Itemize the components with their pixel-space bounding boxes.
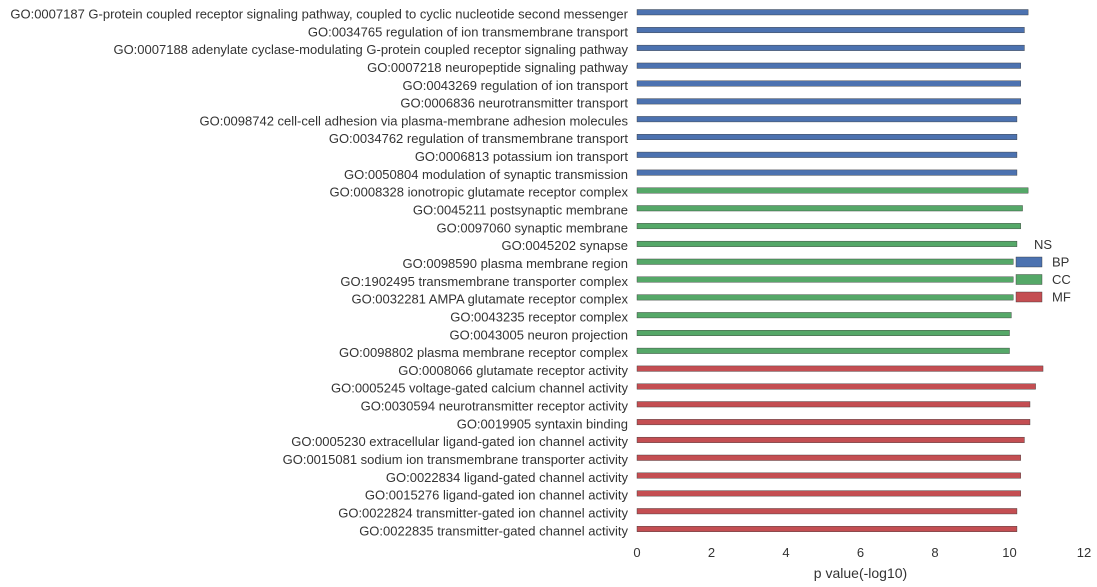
bar-bp: [636, 44, 1025, 51]
bar-cc: [636, 312, 1012, 319]
x-tick-label: 0: [633, 545, 640, 560]
category-label: GO:0034762 regulation of transmembrane t…: [329, 131, 629, 146]
bar-mf: [636, 365, 1044, 372]
bar-bp: [636, 134, 1018, 140]
bar-mf: [636, 526, 1018, 532]
bar-cc: [636, 276, 1014, 283]
x-tick-label: 8: [931, 545, 938, 560]
category-label: GO:0005230 extracellular ligand-gated io…: [291, 434, 628, 449]
bar-mf: [636, 508, 1018, 515]
bar-cc: [636, 240, 1018, 247]
x-tick-label: 12: [1077, 545, 1091, 560]
category-labels: GO:0007187 G-protein coupled receptor si…: [10, 7, 628, 539]
category-label: GO:0005245 voltage-gated calcium channel…: [331, 381, 629, 396]
legend-label-mf: MF: [1052, 290, 1071, 305]
x-axis-ticks: 0 2 4 6 8 10 12: [633, 545, 1091, 560]
bar-mf: [636, 436, 1025, 443]
category-label: GO:0043235 receptor complex: [450, 309, 628, 324]
category-label: GO:0045211 postsynaptic membrane: [413, 203, 628, 218]
category-label: GO:0019905 syntaxin binding: [457, 416, 628, 431]
bar-bp: [636, 62, 1021, 69]
bar-cc: [636, 187, 1029, 194]
bar-series: [636, 9, 1044, 532]
category-label: GO:1902495 transmembrane transporter com…: [340, 274, 628, 289]
x-tick-label: 6: [857, 545, 864, 560]
category-label: GO:0032281 AMPA glutamate receptor compl…: [351, 292, 628, 307]
bar-mf: [636, 383, 1036, 390]
bar-bp: [636, 116, 1018, 123]
category-label: GO:0043005 neuron projection: [449, 327, 628, 342]
bar-cc: [636, 205, 1023, 212]
legend-swatch-cc: [1015, 274, 1043, 285]
x-tick-label: 10: [1002, 545, 1016, 560]
category-label: GO:0008066 glutamate receptor activity: [398, 363, 628, 378]
category-label: GO:0007188 adenylate cyclase-modulating …: [113, 42, 628, 57]
category-label: GO:0022824 transmitter-gated ion channel…: [338, 505, 628, 520]
category-label: GO:0007218 neuropeptide signaling pathwa…: [367, 60, 628, 75]
bar-mf: [636, 401, 1031, 408]
bar-bp: [636, 151, 1018, 158]
category-label: GO:0015081 sodium ion transmembrane tran…: [283, 452, 629, 467]
bar-bp: [636, 169, 1018, 176]
bar-bp: [636, 9, 1029, 16]
x-axis-label: p value(-log10): [814, 565, 907, 581]
legend-swatch-bp: [1015, 256, 1043, 268]
category-label: GO:0006813 potassium ion transport: [415, 149, 629, 164]
category-label: GO:0008328 ionotropic glutamate receptor…: [330, 185, 629, 200]
category-label: GO:0043269 regulation of ion transport: [403, 78, 629, 93]
category-label: GO:0098742 cell-cell adhesion via plasma…: [199, 113, 628, 128]
category-label: GO:0098802 plasma membrane receptor comp…: [339, 345, 629, 360]
bar-mf: [636, 454, 1021, 461]
bar-mf: [636, 472, 1021, 479]
category-label: GO:0007187 G-protein coupled receptor si…: [10, 7, 628, 22]
legend-swatch-mf: [1015, 291, 1043, 303]
category-label: GO:0022834 ligand-gated channel activity: [386, 470, 629, 485]
bar-cc: [636, 258, 1014, 265]
category-label: GO:0097060 synaptic membrane: [437, 220, 629, 235]
bar-bp: [636, 98, 1021, 105]
category-label: GO:0006836 neurotransmitter transport: [400, 96, 628, 111]
bar-bp: [636, 80, 1021, 87]
x-tick-label: 2: [708, 545, 715, 560]
legend-title: NS: [1034, 237, 1052, 252]
bar-cc: [636, 330, 1010, 336]
category-label: GO:0045202 synapse: [502, 238, 628, 253]
category-label: GO:0015276 ligand-gated ion channel acti…: [365, 488, 629, 503]
bar-cc: [636, 294, 1014, 301]
legend-label-bp: BP: [1052, 255, 1069, 270]
bar-mf: [636, 490, 1021, 497]
category-label: GO:0034765 regulation of ion transmembra…: [308, 24, 629, 39]
bar-cc: [636, 347, 1010, 354]
bar-mf: [636, 419, 1031, 426]
category-label: GO:0098590 plasma membrane region: [403, 256, 628, 271]
legend-label-cc: CC: [1052, 272, 1071, 287]
bar-bp: [636, 27, 1025, 34]
x-tick-label: 4: [782, 545, 789, 560]
category-label: GO:0050804 modulation of synaptic transm…: [344, 167, 628, 182]
category-label: GO:0022835 transmitter-gated channel act…: [359, 523, 628, 538]
category-label: GO:0030594 neurotransmitter receptor act…: [361, 399, 629, 414]
bar-cc: [636, 223, 1021, 230]
